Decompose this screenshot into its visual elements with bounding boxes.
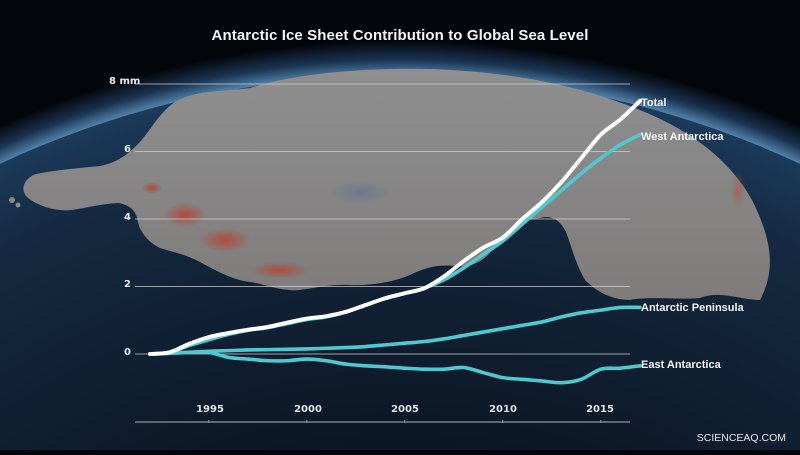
x-tick-2015: 2015 [586, 404, 614, 415]
label-total: Total [641, 97, 667, 109]
mass-loss-patch [142, 182, 162, 194]
y-tick-0: 0 [124, 347, 131, 358]
y-tick-6: 6 [124, 144, 131, 155]
label-west-antarctica: West Antarctica [641, 131, 724, 143]
mass-loss-patch [250, 262, 310, 278]
watermark: SCIENCEAQ.COM [696, 432, 786, 444]
line-east-antarctica [148, 350, 642, 385]
gridlines [135, 83, 630, 355]
x-tick-marks [208, 420, 602, 423]
series-lines [148, 98, 642, 385]
island [9, 197, 15, 203]
x-tick-2010: 2010 [489, 404, 517, 415]
y-tick-8: 8 mm [109, 76, 141, 87]
y-tick-4: 4 [124, 212, 131, 223]
line-west-antarctica [148, 132, 642, 356]
mass-loss-patch [199, 228, 251, 252]
label-antarctic-peninsula: Antarctic Peninsula [641, 302, 744, 314]
mass-loss-patch [730, 170, 746, 210]
island [15, 202, 21, 208]
line-antarctic-peninsula [148, 305, 642, 356]
x-tick-2000: 2000 [294, 404, 322, 415]
y-tick-2: 2 [124, 279, 131, 290]
mass-gain-patch [330, 180, 390, 204]
chart-title: Antarctic Ice Sheet Contribution to Glob… [211, 27, 589, 44]
x-tick-2005: 2005 [391, 404, 419, 415]
line-total [148, 98, 642, 356]
mass-loss-patch [163, 203, 207, 227]
label-east-antarctica: East Antarctica [641, 359, 721, 371]
x-tick-1995: 1995 [196, 404, 224, 415]
